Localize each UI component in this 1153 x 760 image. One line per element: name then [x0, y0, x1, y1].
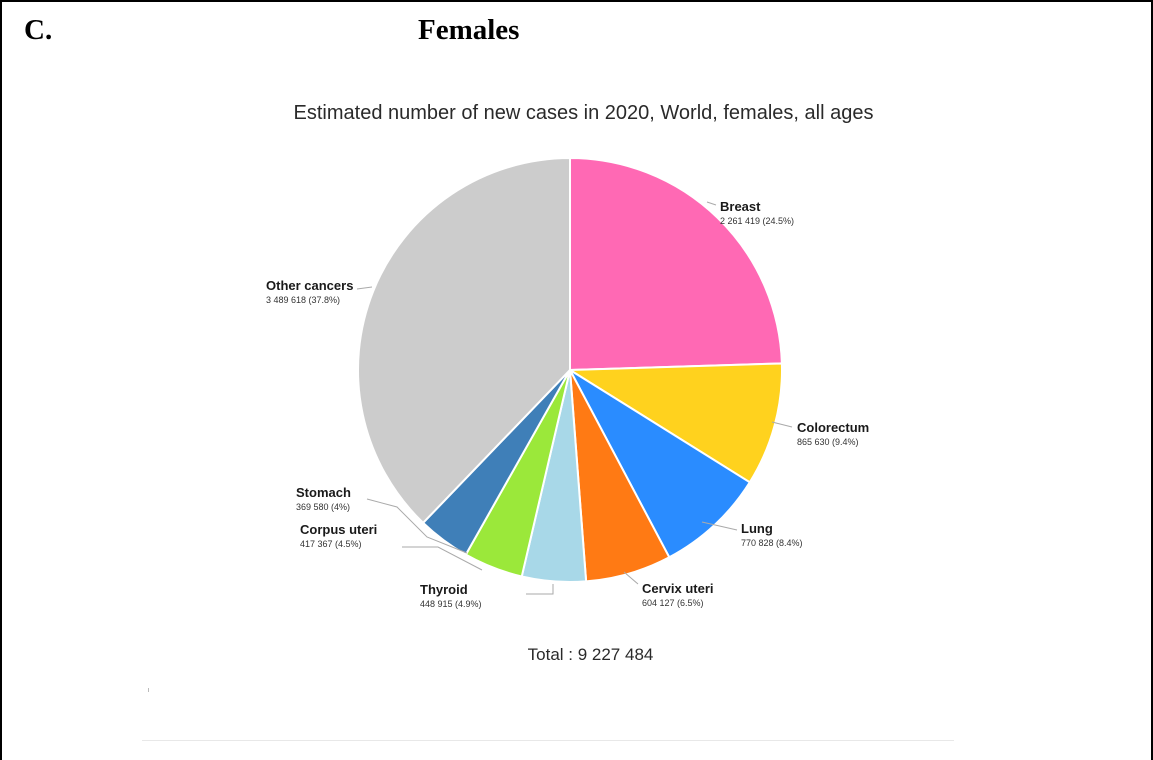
- slice-label-colorectum: Colorectum: [797, 420, 869, 435]
- leader-line-colorectum: [771, 421, 793, 428]
- slice-label-stomach: Stomach: [296, 485, 351, 500]
- slice-value-thyroid: 448 915 (4.9%): [420, 599, 482, 609]
- stray-mark: [148, 688, 149, 692]
- pie-slice-breast: [569, 156, 783, 372]
- slice-label-cervix-uteri: Cervix uteri: [642, 581, 714, 596]
- pie-slices: [357, 156, 783, 583]
- slice-label-lung: Lung: [741, 521, 773, 536]
- frame-rule: [142, 740, 954, 741]
- slice-labels: Breast 2 261 419 (24.5%) Colorectum 865 630…: [266, 199, 869, 609]
- slice-value-breast: 2 261 419 (24.5%): [720, 216, 794, 226]
- leader-line-other-cancers: [356, 286, 373, 290]
- slice-value-cervix-uteri: 604 127 (6.5%): [642, 598, 704, 608]
- panel-label: C.: [24, 14, 53, 46]
- panel-heading: Females: [418, 14, 520, 46]
- leader-line-thyroid: [526, 584, 554, 595]
- slice-value-colorectum: 865 630 (9.4%): [797, 437, 859, 447]
- leader-line-breast: [706, 201, 717, 206]
- slice-label-other-cancers: Other cancers: [266, 278, 353, 293]
- slice-value-lung: 770 828 (8.4%): [741, 538, 803, 548]
- pie-slice-colorectum: [566, 362, 783, 484]
- leader-line-lung: [701, 521, 738, 531]
- chart-total: Total : 9 227 484: [527, 645, 654, 664]
- slice-label-thyroid: Thyroid: [420, 582, 468, 597]
- leader-line-corpus-uteri: [402, 546, 483, 571]
- leader-lines: [356, 201, 793, 595]
- leader-line-stomach: [366, 498, 468, 554]
- leader-line-cervix-uteri: [623, 571, 639, 585]
- slice-label-corpus-uteri: Corpus uteri: [300, 522, 377, 537]
- slice-value-corpus-uteri: 417 367 (4.5%): [300, 539, 362, 549]
- slice-label-breast: Breast: [720, 199, 761, 214]
- slice-value-other-cancers: 3 489 618 (37.8%): [266, 295, 340, 305]
- chart-title: Estimated number of new cases in 2020, W…: [293, 102, 874, 124]
- pie-slice-other-cancers: [357, 156, 571, 525]
- slice-value-stomach: 369 580 (4%): [296, 502, 350, 512]
